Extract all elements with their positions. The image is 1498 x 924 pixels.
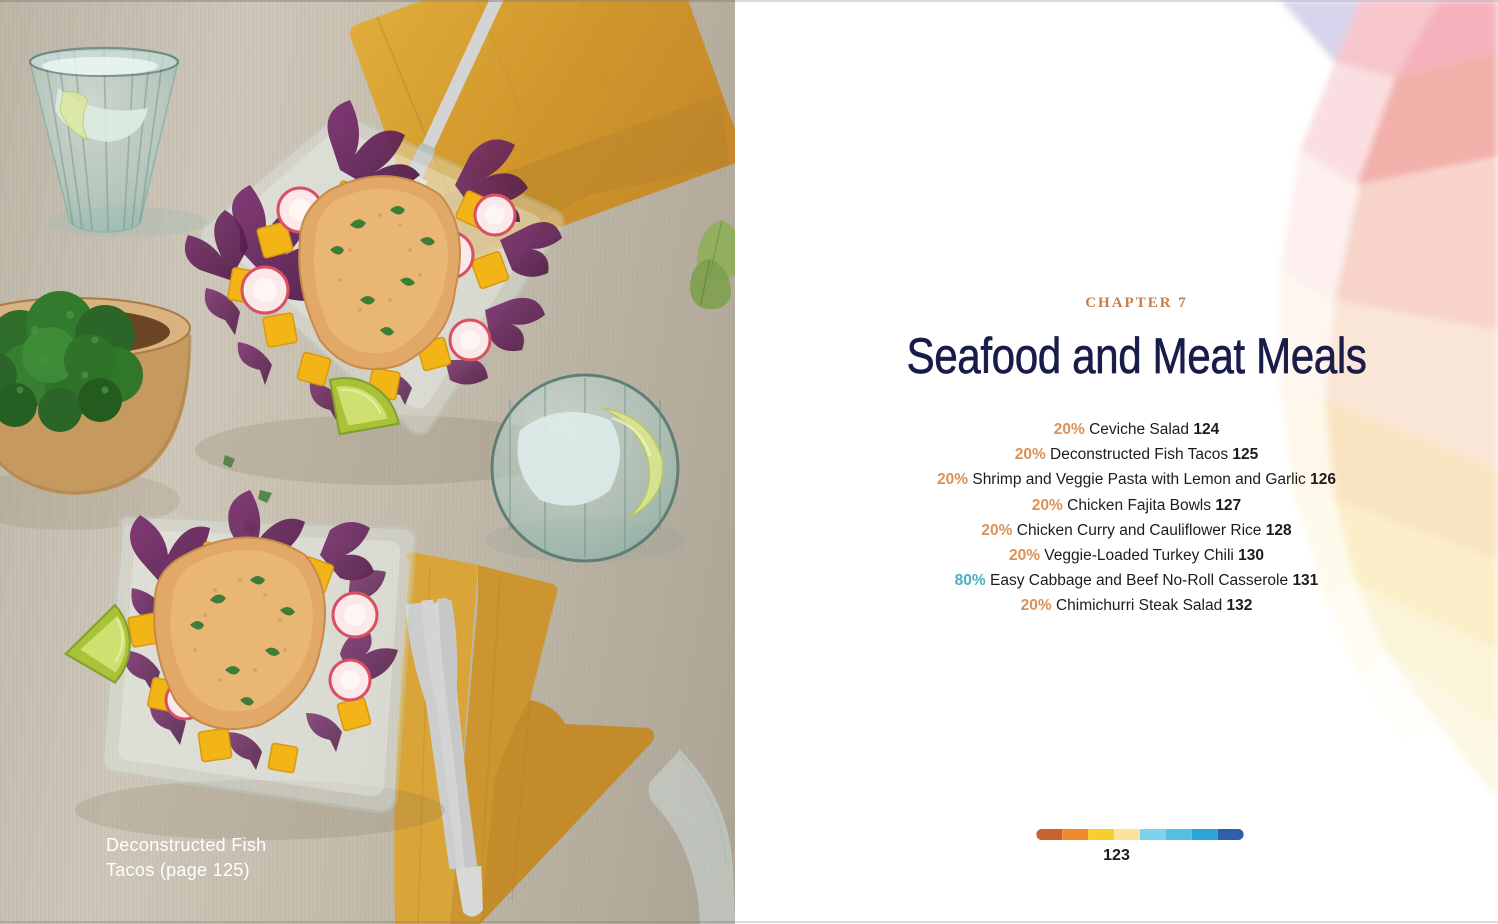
svg-text:Deconstructed Fish: Deconstructed Fish xyxy=(106,835,266,855)
svg-text:Tacos (page 125): Tacos (page 125) xyxy=(106,860,250,880)
